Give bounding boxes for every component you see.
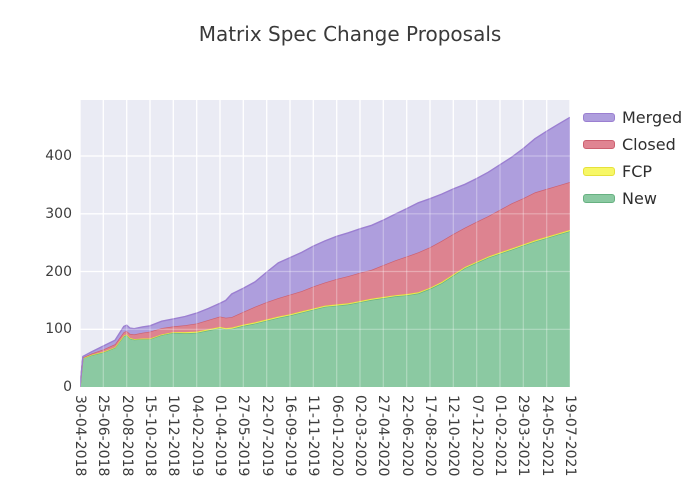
area-merged	[80, 117, 570, 387]
legend-swatch-fcp	[583, 167, 615, 176]
legend-label: New	[622, 189, 657, 208]
stacked-area-plot	[80, 100, 570, 387]
x-tick-label: 06-01-2020	[328, 395, 345, 477]
x-tick-label: 02-03-2020	[352, 395, 368, 477]
area-new	[80, 231, 570, 387]
x-tick-label: 20-08-2018	[118, 395, 135, 477]
x-tick-label: 07-12-2020	[468, 395, 485, 477]
x-tick-label: 22-07-2019	[258, 395, 275, 477]
x-tick-label: 19-07-2021	[562, 395, 578, 477]
legend-swatch-new	[583, 194, 615, 203]
y-tick-label: 0	[63, 379, 72, 395]
y-tick-label: 300	[45, 205, 72, 222]
legend-label: FCP	[622, 162, 653, 181]
x-tick-label: 22-06-2020	[398, 395, 415, 477]
chart-title: Matrix Spec Change Proposals	[198, 22, 502, 46]
legend-item-merged[interactable]: Merged	[583, 104, 682, 131]
legend-item-closed[interactable]: Closed	[583, 131, 682, 158]
x-tick-label: 12-10-2020	[445, 395, 462, 477]
area-closed	[80, 182, 570, 387]
x-tick-label: 27-04-2020	[375, 395, 392, 477]
x-tick-label: 17-08-2020	[422, 395, 438, 477]
legend-swatch-merged	[583, 113, 615, 122]
x-tick-label: 01-04-2019	[212, 395, 228, 477]
x-tick-label: 16-09-2019	[282, 395, 298, 477]
plot-area	[80, 100, 570, 387]
legend: Merged Closed FCP New	[583, 104, 682, 212]
legend-label: Merged	[622, 108, 683, 127]
legend-label: Closed	[622, 135, 676, 154]
y-tick-label: 100	[45, 321, 72, 338]
legend-item-new[interactable]: New	[583, 185, 682, 212]
x-tick-label: 30-04-2018	[72, 395, 88, 477]
x-tick-label: 11-11-2019	[305, 395, 322, 477]
x-tick-label: 24-05-2021	[538, 395, 555, 477]
x-tick-label: 01-02-2021	[492, 395, 508, 477]
x-tick-label: 15-10-2018	[142, 395, 158, 477]
x-tick-label: 25-06-2018	[95, 395, 112, 477]
x-tick-label: 10-12-2018	[165, 395, 182, 477]
legend-item-fcp[interactable]: FCP	[583, 158, 682, 185]
line-merged	[80, 116, 570, 387]
x-tick-label: 04-02-2019	[188, 395, 205, 477]
y-tick-label: 200	[45, 263, 72, 280]
y-tick-label: 400	[45, 148, 72, 164]
x-tick-label: 29-03-2021	[515, 395, 532, 477]
x-tick-label: 27-05-2019	[235, 395, 252, 477]
legend-swatch-closed	[583, 140, 615, 149]
